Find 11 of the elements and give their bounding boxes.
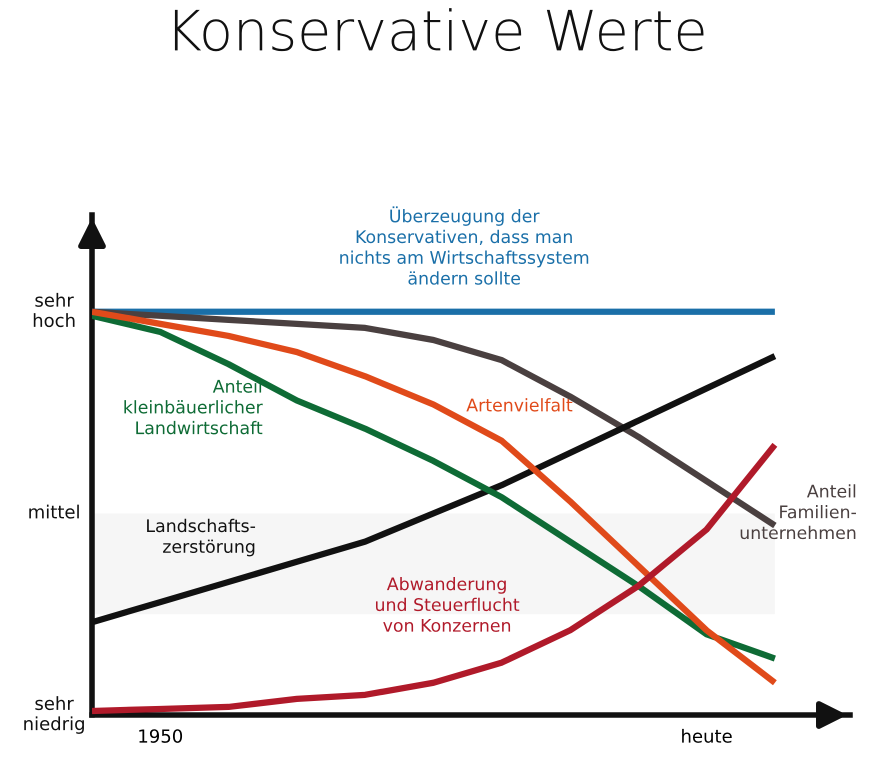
chart-title: Konservative Werte bbox=[174, 8, 704, 52]
text: sehr niedrig bbox=[24, 696, 84, 734]
text: mittel bbox=[29, 504, 79, 519]
series-label: Abwanderung und Steuerflucht von Konzernen bbox=[376, 576, 520, 632]
series-label: Überzeugung der Konservativen, dass man nichts am Wirtschaftssystem ändern sollte bbox=[340, 206, 588, 285]
series-label: Artenvielfalt bbox=[466, 398, 572, 412]
text: sehr hoch bbox=[34, 292, 74, 328]
x-tick-label: 1950 bbox=[139, 729, 182, 743]
x-tick-label: heute bbox=[682, 728, 732, 743]
series-label: Landschafts- zerstörung bbox=[147, 518, 256, 556]
series-label: Anteil Familien- unternehmen bbox=[740, 484, 856, 540]
